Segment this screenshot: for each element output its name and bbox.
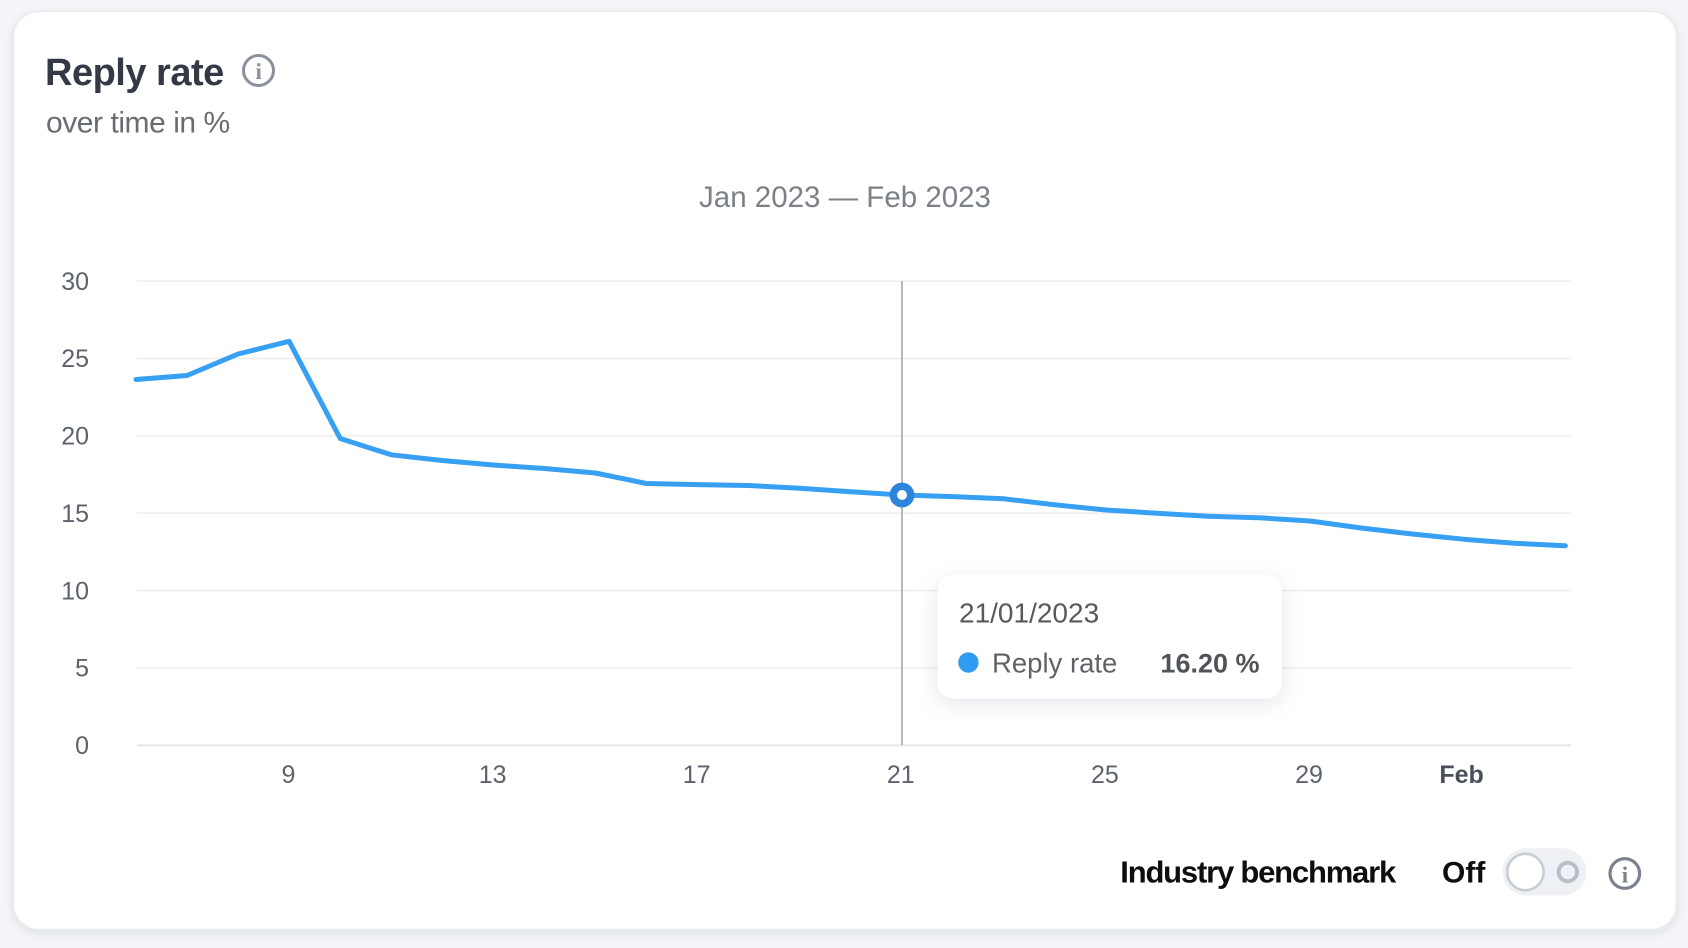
svg-text:i: i	[1622, 863, 1629, 888]
svg-text:Reply rate: Reply rate	[992, 647, 1117, 678]
svg-text:Jan 2023 — Feb 2023: Jan 2023 — Feb 2023	[699, 181, 991, 214]
svg-text:Industry benchmark: Industry benchmark	[1120, 855, 1397, 890]
svg-text:9: 9	[282, 761, 296, 789]
svg-text:Reply rate: Reply rate	[45, 52, 224, 94]
svg-text:13: 13	[479, 761, 507, 789]
svg-text:10: 10	[61, 577, 89, 605]
svg-text:20: 20	[61, 423, 89, 451]
svg-text:5: 5	[75, 655, 89, 683]
svg-text:30: 30	[61, 268, 89, 296]
svg-text:0: 0	[75, 732, 89, 760]
svg-text:over time in %: over time in %	[46, 107, 230, 140]
svg-text:i: i	[256, 59, 263, 84]
svg-text:21: 21	[887, 761, 915, 789]
svg-text:17: 17	[683, 761, 711, 789]
svg-text:29: 29	[1295, 761, 1323, 789]
svg-text:25: 25	[61, 345, 89, 373]
svg-text:15: 15	[61, 500, 89, 528]
svg-text:21/01/2023: 21/01/2023	[959, 598, 1099, 629]
svg-text:Feb: Feb	[1439, 761, 1483, 789]
svg-text:16.20 %: 16.20 %	[1160, 648, 1259, 678]
svg-text:Off: Off	[1442, 857, 1486, 890]
svg-text:25: 25	[1091, 761, 1119, 789]
